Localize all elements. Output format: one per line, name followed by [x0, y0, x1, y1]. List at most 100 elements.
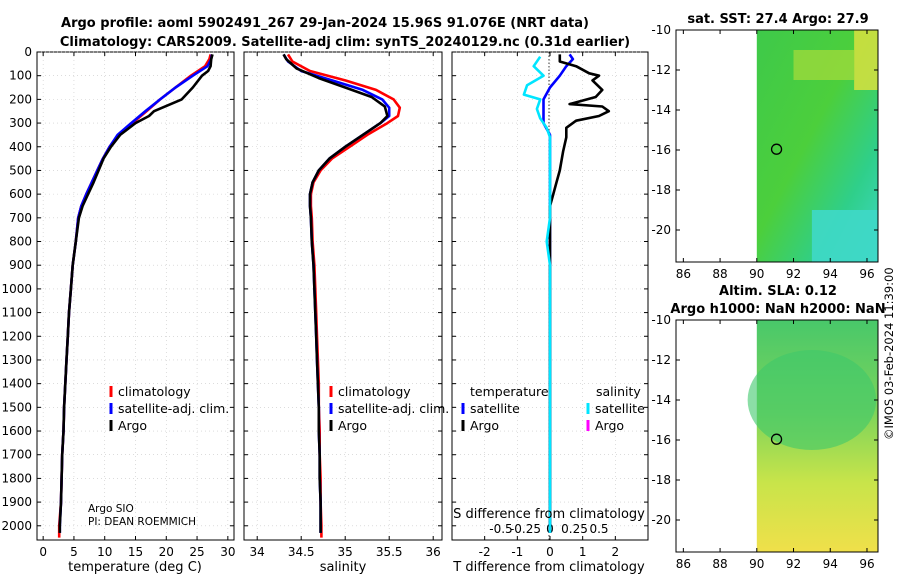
map-y-tick-label: -10: [651, 313, 671, 327]
y-tick-label: 400: [9, 140, 32, 154]
y-tick-label: 1900: [1, 495, 32, 509]
map-x-tick-label: 92: [786, 557, 801, 571]
y-tick-label: 2000: [1, 519, 32, 533]
y-tick-label: 700: [9, 211, 32, 225]
sst-map-title: sat. SST: 27.4 Argo: 27.9: [687, 12, 868, 27]
x-tick-label: 35.5: [376, 545, 403, 559]
sst-heatmap: [756, 30, 878, 262]
sla-map-title-line1: Altim. SLA: 0.12: [719, 284, 837, 299]
x-tick-label: -1: [511, 545, 523, 559]
map-x-tick-label: 92: [786, 267, 801, 281]
series-temperature-argo: [548, 54, 611, 533]
series-satellite-adj-clim-: [58, 54, 214, 533]
salinity-axes: [243, 51, 443, 541]
x-tick-label: 25: [189, 545, 204, 559]
legend-s-argo-label: Argo: [595, 418, 624, 433]
copyright-stamp: ©IMOS 03-Feb-2024 11:39:00: [882, 267, 896, 440]
map-x-tick-label: 96: [859, 557, 874, 571]
map-y-tick-label: -18: [651, 183, 671, 197]
x-tick-label: 15: [128, 545, 143, 559]
legend-climatology-label: climatology: [118, 384, 191, 399]
figure-title-line2: Climatology: CARS2009. Satellite-adj cli…: [60, 35, 630, 50]
x-tick-label: 0: [546, 545, 554, 559]
map-y-tick-label: -12: [651, 63, 671, 77]
sal-legend-satellite-label: satellite-adj. clim.: [338, 401, 449, 416]
map-x-tick-label: 90: [749, 557, 764, 571]
map-y-tick-label: -16: [651, 433, 671, 447]
sst-warm-north: [793, 50, 855, 80]
sla-heatmap: [747, 320, 878, 552]
legend-t-satellite-label: satellite: [470, 401, 520, 416]
sst-map-frame: [675, 29, 879, 263]
y-tick-label: 1600: [1, 424, 32, 438]
y-tick-label: 1000: [1, 282, 32, 296]
x-tick-label: 10: [97, 545, 112, 559]
salinity-xlabel: salinity: [320, 560, 367, 575]
map-x-tick-label: 86: [676, 557, 691, 571]
x-tick-label: 5: [70, 545, 78, 559]
s-tick-label: 0.5: [589, 522, 608, 536]
s-tick-label: -0.5: [489, 522, 512, 536]
y-tick-label: 300: [9, 116, 32, 130]
map-x-tick-label: 96: [859, 267, 874, 281]
y-tick-label: 1100: [1, 306, 32, 320]
y-tick-label: 600: [9, 187, 32, 201]
figure-title-line1: Argo profile: aoml 5902491_267 29-Jan-20…: [61, 16, 589, 31]
sst-map: sat. SST: 27.4 Argo: 27.9 86 88 90 92 94 96 -1…: [651, 12, 879, 281]
x-tick-label: 2: [612, 545, 620, 559]
y-tick-label: 1800: [1, 471, 32, 485]
series-argo: [58, 54, 214, 533]
s-tick-label: 0.25: [561, 522, 588, 536]
sst-cool-southeast: [811, 210, 878, 262]
map-x-tick-label: 86: [676, 267, 691, 281]
salinity-panel: 34 34.5 35 35.5 36 salinity climatology sate…: [243, 51, 449, 575]
s-tick-label: -0.25: [510, 522, 541, 536]
x-tick-label: -2: [479, 545, 491, 559]
map-x-tick-label: 90: [749, 267, 764, 281]
y-tick-label: 1400: [1, 377, 32, 391]
series-satellite-adj-clim-: [282, 53, 391, 533]
series-argo: [282, 53, 389, 533]
legend-t-argo-label: Argo: [470, 418, 499, 433]
x-tick-label: 1: [579, 545, 587, 559]
map-x-tick-label: 88: [712, 557, 727, 571]
legend-satellite-label: satellite-adj. clim.: [118, 401, 229, 416]
x-tick-label: 30: [220, 545, 235, 559]
legend-argo-label: Argo: [118, 418, 147, 433]
temperature-panel: 0100200300400500600700800900100011001200…: [1, 45, 235, 575]
y-tick-label: 500: [9, 163, 32, 177]
x-tick-label: 20: [159, 545, 174, 559]
x-tick-label: 35: [338, 545, 353, 559]
t-difference-label: T difference from climatology: [452, 560, 645, 575]
x-tick-label: 34.5: [288, 545, 315, 559]
sla-map-title-line2: Argo h1000: NaN h2000: NaN: [670, 302, 885, 317]
y-tick-label: 1700: [1, 448, 32, 462]
map-y-tick-label: -16: [651, 143, 671, 157]
series-climatology: [286, 53, 402, 538]
x-tick-label: 36: [426, 545, 441, 559]
sla-argo-marker: [770, 433, 783, 445]
temperature-legend: climatology satellite-adj. clim. Argo: [109, 384, 229, 433]
credit-line1: Argo SIO: [88, 503, 134, 515]
difference-legend: temperature salinity satellite Argo sate…: [461, 384, 645, 433]
x-tick-label: 0: [39, 545, 47, 559]
map-x-tick-label: 88: [712, 267, 727, 281]
sst-warm-east: [854, 30, 878, 90]
y-tick-label: 1200: [1, 329, 32, 343]
credit-line2: PI: DEAN ROEMMICH: [88, 516, 196, 528]
legend-temperature-header: temperature: [470, 384, 549, 399]
s-difference-label: S difference from climatology: [453, 507, 645, 522]
sla-map-frame: [675, 319, 879, 553]
x-tick-label: 34: [250, 545, 265, 559]
y-tick-label: 200: [9, 92, 32, 106]
y-tick-label: 1500: [1, 400, 32, 414]
y-tick-label: 1300: [1, 353, 32, 367]
map-y-tick-label: -14: [651, 103, 671, 117]
map-y-tick-label: -20: [651, 513, 671, 527]
series-salinity-satellite: [522, 55, 552, 533]
y-tick-label: 0: [24, 45, 32, 59]
y-tick-label: 800: [9, 235, 32, 249]
legend-salinity-header: salinity: [596, 384, 641, 399]
map-y-tick-label: -18: [651, 473, 671, 487]
sla-map: Altim. SLA: 0.12 Argo h1000: NaN h2000: …: [651, 284, 885, 571]
